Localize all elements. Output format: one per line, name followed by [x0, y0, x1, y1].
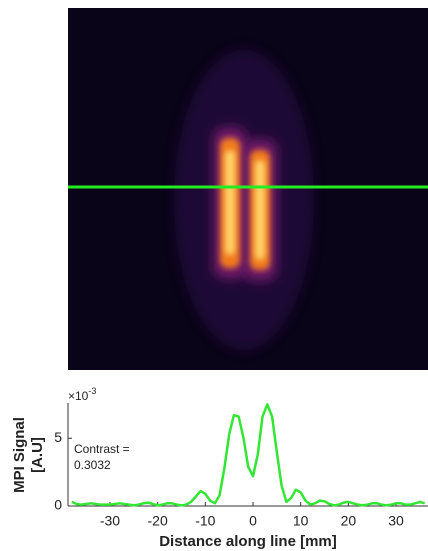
mpi-image	[68, 8, 428, 370]
y-axis-label: [A.U]	[29, 437, 46, 473]
scale-base: ×10	[68, 389, 89, 403]
annotation: 0.3032	[74, 458, 111, 472]
signal-line	[71, 403, 426, 507]
x-tick-label: 20	[341, 513, 357, 529]
x-tick-label: 10	[293, 513, 309, 529]
y-axis-label: MPI Signal	[11, 417, 28, 493]
x-tick-label: 0	[249, 513, 257, 529]
axis-scale-label: ×10-3	[68, 386, 96, 403]
x-tick-label: -20	[148, 513, 168, 529]
x-tick-label: -30	[100, 513, 120, 529]
x-tick-label: -10	[195, 513, 215, 529]
x-tick-label: 30	[388, 513, 404, 529]
y-tick-label: 5	[54, 429, 62, 445]
y-tick-label: 0	[54, 497, 62, 513]
scale-exponent: -3	[88, 386, 96, 396]
x-axis-label: Distance along line [mm]	[159, 533, 337, 550]
annotation: Contrast =	[74, 442, 130, 456]
